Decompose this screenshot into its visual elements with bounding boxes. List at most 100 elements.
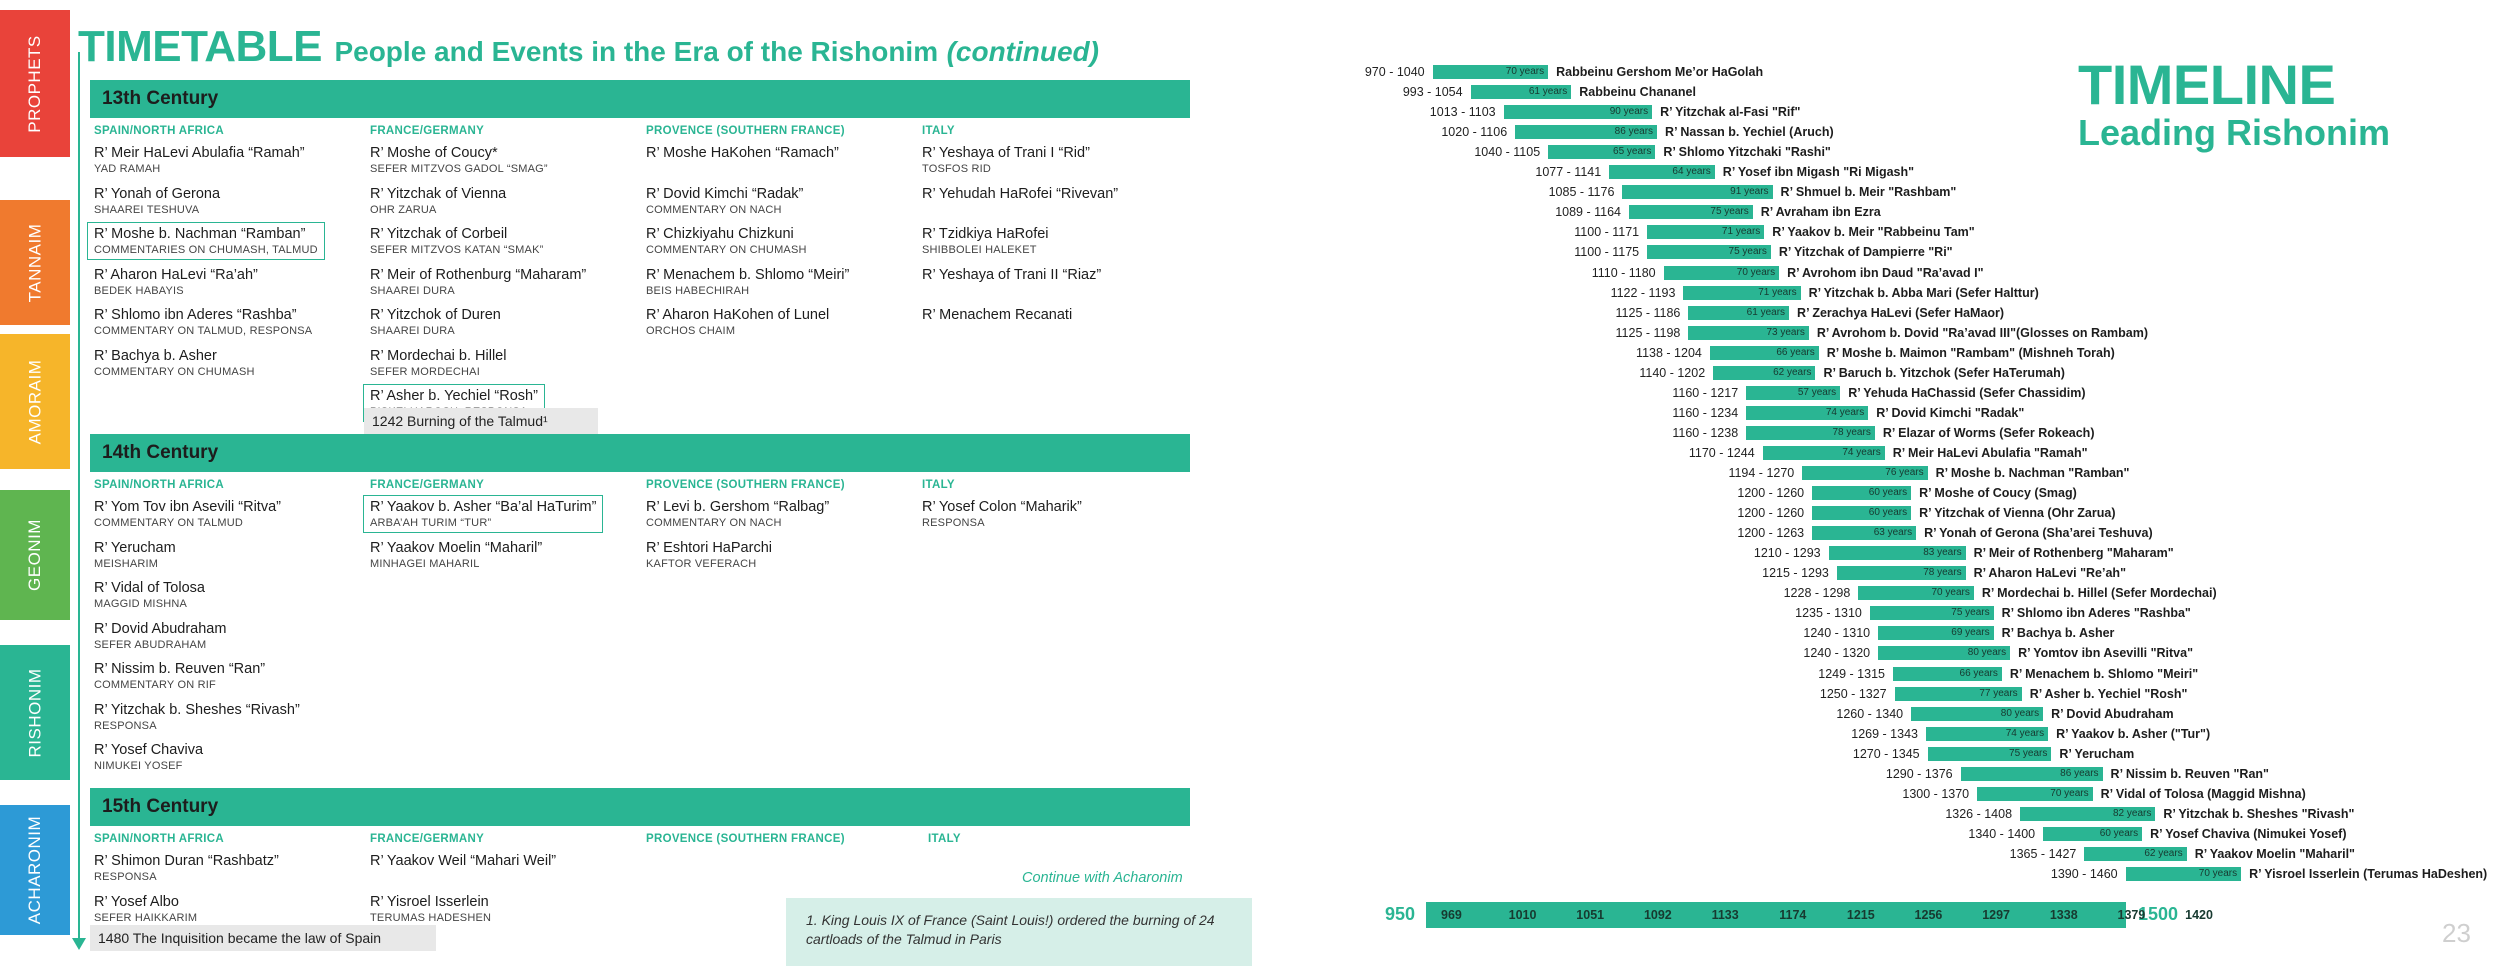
timeline-title: TIMELINE bbox=[2078, 53, 2336, 116]
person-work: SEFER MITZVOS KATAN “SMAK” bbox=[370, 244, 544, 256]
person-name: R’ Yeshaya of Trani I “Rid” bbox=[922, 145, 1090, 161]
timeline-bar: 70 years bbox=[1432, 65, 1549, 79]
timeline-span-label: 86 years bbox=[1614, 126, 1654, 138]
continue-label: Continue with Acharonim bbox=[1022, 870, 1183, 886]
timeline-span-label: 66 years bbox=[1776, 346, 1815, 358]
person-name: R’ Yosef Albo bbox=[94, 893, 179, 910]
timeline-span-label: 90 years bbox=[1609, 106, 1649, 118]
person-entry: R’ Yerucham MEISHARIM bbox=[94, 540, 176, 570]
person-name: R’ Moshe of Coucy* bbox=[370, 145, 498, 161]
person-work: TOSFOS RID bbox=[922, 163, 992, 175]
timeline-bar: 70 years bbox=[2125, 867, 2242, 881]
timeline-span-label: 62 years bbox=[1773, 366, 1812, 378]
timeline-span-label: 71 years bbox=[1721, 226, 1761, 238]
person-entry: R’ Vidal of Tolosa MAGGID MISHNA bbox=[94, 580, 205, 610]
timeline-axis-bar bbox=[1426, 902, 2126, 928]
timeline-years: 1160 - 1217 bbox=[1672, 385, 1739, 400]
era-tab-acharonim: ACHARONIM bbox=[0, 805, 70, 935]
timeline-name: R’ Moshe b. Maimon "Rambam" (Mishneh Tor… bbox=[1826, 345, 2115, 360]
timeline-bar: 60 years bbox=[1812, 506, 1912, 521]
person-entry: R’ Yitzchok of Duren SHAAREI DURA bbox=[370, 307, 501, 337]
column-header: FRANCE/GERMANY bbox=[370, 479, 485, 491]
era-tab-prophets: PROPHETS bbox=[0, 10, 70, 157]
timeline-name: R’ Mordechai b. Hillel (Sefer Mordechai) bbox=[1981, 586, 2217, 601]
person-entry: R’ Menachem Recanati bbox=[922, 307, 1072, 323]
timeline-bar: 80 years bbox=[1911, 706, 2044, 721]
timeline-name: R’ Bachya b. Asher bbox=[2001, 626, 2115, 641]
person-name: R’ Aharon HaLevi “Ra’ah” bbox=[94, 266, 258, 283]
person-name: R’ Yonah of Gerona bbox=[94, 185, 221, 202]
timeline-years: 1210 - 1293 bbox=[1753, 546, 1821, 561]
person-name: R’ Yaakov b. Asher “Ba’al HaTurim” bbox=[370, 499, 597, 515]
timeline-span-label: 70 years bbox=[2050, 787, 2089, 799]
timeline-bar: 75 years bbox=[1647, 245, 1771, 260]
timeline-name: R’ Dovid Abudraham bbox=[2051, 706, 2174, 721]
era-arrow-head bbox=[72, 938, 86, 950]
timeline-span-label: 91 years bbox=[1730, 186, 1769, 198]
person-entry: R’ Yehudah HaRofei “Rivevan” bbox=[922, 186, 1118, 202]
person-entry: R’ Meir HaLevi Abulafia “Ramah” YAD RAMAH bbox=[94, 145, 305, 175]
axis-tick-label: 1256 bbox=[1914, 908, 1943, 922]
person-name: R’ Aharon HaKohen of Lunel bbox=[646, 307, 830, 323]
timeline-span-label: 60 years bbox=[2099, 827, 2139, 839]
timeline-bar: 74 years bbox=[1762, 445, 1885, 460]
timeline-bar: 78 years bbox=[1836, 566, 1966, 581]
timeline-years: 1100 - 1175 bbox=[1574, 245, 1640, 260]
person-entry: R’ Yaakov Weil “Mahari Weil” bbox=[370, 853, 556, 869]
timeline-name: R’ Nassan b. Yechiel (Aruch) bbox=[1665, 125, 1834, 140]
timeline-years: 1194 - 1270 bbox=[1728, 466, 1795, 480]
person-entry: R’ Yisroel Isserlein TERUMAS HADESHEN bbox=[370, 894, 491, 924]
timeline-name: R’ Shlomo ibn Aderes "Rashba" bbox=[2001, 606, 2191, 621]
timeline-bar: 75 years bbox=[1869, 606, 1994, 621]
timeline-span-label: 75 years bbox=[2009, 747, 2048, 759]
person-name: R’ Yosef Colon “Maharik” bbox=[922, 499, 1082, 515]
timeline-bar: 61 years bbox=[1470, 85, 1572, 100]
timeline-years: 1085 - 1176 bbox=[1548, 185, 1615, 200]
person-entry: R’ Levi b. Gershom “Ralbag” COMMENTARY ON… bbox=[646, 499, 829, 529]
timeline-bar: 76 years bbox=[1802, 466, 1928, 480]
person-entry: R’ Moshe HaKohen “Ramach” bbox=[646, 145, 839, 161]
timeline-name: R’ Meir HaLevi Abulafia "Ramah" bbox=[1892, 445, 2088, 460]
timeline-name: R’ Yitzchak al-Fasi "Rif" bbox=[1660, 105, 1801, 120]
person-work: ORCHOS CHAIM bbox=[646, 325, 736, 337]
timeline-name: R’ Moshe b. Nachman "Ramban" bbox=[1935, 466, 2130, 480]
timeline-span-label: 80 years bbox=[1967, 647, 2007, 659]
timeline-name: R’ Menachem b. Shlomo "Meiri" bbox=[2009, 666, 2199, 681]
person-work: COMMENTARY ON NACH bbox=[646, 517, 782, 529]
timeline-bar: 70 years bbox=[1977, 786, 2093, 801]
person-name: R’ Shimon Duran “Rashbatz” bbox=[94, 853, 279, 869]
person-name: R’ Menachem b. Shlomo “Meiri” bbox=[646, 266, 850, 283]
timeline-name: R’ Yitzchak of Vienna (Ohr Zarua) bbox=[1919, 506, 2116, 521]
timeline-years: 1170 - 1244 bbox=[1688, 445, 1755, 460]
axis-tick-label: 1092 bbox=[1643, 908, 1672, 922]
timeline-years: 1200 - 1260 bbox=[1737, 486, 1805, 501]
person-name: R’ Chizkiyahu Chizkuni bbox=[646, 226, 794, 242]
timeline-name: R’ Yaakov Moelin "Maharil" bbox=[2194, 846, 2355, 861]
person-entry: R’ Shlomo ibn Aderes “Rashba” COMMENTARY … bbox=[94, 307, 312, 337]
timeline-years: 1125 - 1198 bbox=[1615, 325, 1681, 340]
person-name: R’ Bachya b. Asher bbox=[94, 347, 217, 364]
title-main: TIMETABLE bbox=[78, 22, 323, 71]
column-header: ITALY bbox=[922, 125, 955, 137]
timeline-years: 1326 - 1408 bbox=[1945, 806, 2013, 821]
timeline-span-label: 61 years bbox=[1746, 306, 1786, 318]
timeline-span-label: 73 years bbox=[1766, 326, 1805, 338]
person-work: YAD RAMAH bbox=[94, 163, 161, 175]
timeline-bar: 74 years bbox=[1926, 726, 2049, 741]
axis-tick-label: 969 bbox=[1441, 908, 1462, 922]
timeline-name: R’ Yaakov b. Meir "Rabbeinu Tam" bbox=[1772, 225, 1975, 240]
timeline-name: R’ Avrohom ibn Daud "Ra’avad I" bbox=[1787, 265, 1984, 280]
axis-tick-label: 1174 bbox=[1779, 908, 1807, 922]
timeline-bar: 62 years bbox=[1713, 365, 1816, 380]
timeline-years: 1240 - 1320 bbox=[1803, 646, 1871, 661]
person-entry: R’ Yom Tov ibn Asevili “Ritva” COMMENTARY… bbox=[94, 499, 281, 529]
timeline-years: 1200 - 1260 bbox=[1737, 506, 1805, 521]
era-tab-amoraim: AMORAIM bbox=[0, 334, 70, 469]
person-work: TERUMAS HADESHEN bbox=[370, 911, 492, 924]
page-number: 23 bbox=[2442, 918, 2471, 948]
timeline-years: 1138 - 1204 bbox=[1636, 345, 1702, 360]
timeline-bar: 57 years bbox=[1746, 385, 1841, 400]
timeline-name: R’ Nissim b. Reuven "Ran" bbox=[2110, 766, 2269, 781]
timeline-name: R’ Vidal of Tolosa (Maggid Mishna) bbox=[2100, 786, 2306, 801]
page-title: TIMETABLE People and Events in the Era o… bbox=[78, 22, 1099, 72]
